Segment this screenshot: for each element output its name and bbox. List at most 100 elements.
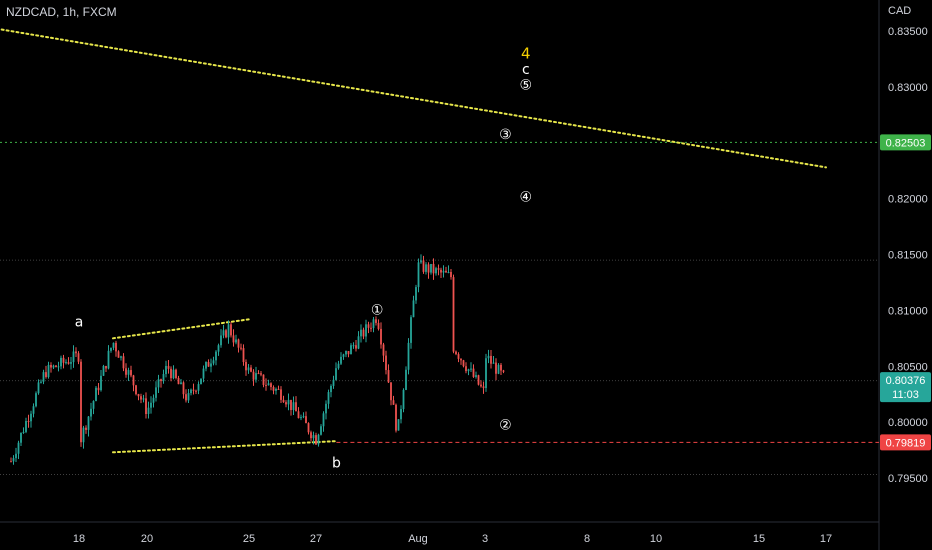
candle-body xyxy=(262,374,265,385)
candle-body xyxy=(162,374,165,382)
candle-body xyxy=(180,382,182,385)
candle-body xyxy=(82,427,85,443)
candle-body xyxy=(362,329,365,337)
candle-body xyxy=(402,389,405,410)
candle-body xyxy=(332,379,335,386)
candle-body xyxy=(285,402,287,405)
candle-body xyxy=(430,263,432,273)
x-tick-label: Aug xyxy=(408,533,428,545)
y-tick-label: 0.80000 xyxy=(888,417,928,429)
candle-body xyxy=(265,384,267,386)
candle-body xyxy=(160,379,162,382)
candle-body xyxy=(295,402,297,412)
candle-body xyxy=(490,355,492,364)
candle-body xyxy=(375,319,377,323)
candle-body xyxy=(247,367,250,371)
candle-body xyxy=(387,370,390,383)
candle-body xyxy=(267,383,270,386)
y-tick-label: 0.81500 xyxy=(888,250,928,262)
candle-body xyxy=(57,366,60,368)
candle-body xyxy=(307,423,310,433)
candle-body xyxy=(115,342,117,352)
candle-body xyxy=(102,365,105,376)
x-tick-label: 8 xyxy=(584,533,590,545)
candle-body xyxy=(335,368,337,380)
candle-body xyxy=(227,324,230,338)
candle-body xyxy=(20,432,22,443)
candle-body xyxy=(492,362,495,364)
symbol-title[interactable]: NZDCAD, 1h, FXCM xyxy=(6,5,117,19)
trendline-triangle-lower xyxy=(112,440,338,454)
price-badge-countdown: 11:03 xyxy=(892,389,919,401)
candle-body xyxy=(400,409,402,420)
candle-body xyxy=(140,396,142,400)
candle-body xyxy=(172,369,175,379)
candle-body xyxy=(405,369,407,390)
candle-body xyxy=(55,365,57,368)
x-tick-label: 3 xyxy=(482,533,488,545)
currency-label: CAD xyxy=(888,5,912,17)
candle-body xyxy=(410,317,412,343)
candle-body xyxy=(100,375,102,391)
candle-body xyxy=(275,388,277,391)
candle-body xyxy=(337,363,340,369)
candle-body xyxy=(467,369,470,372)
x-tick-label: 20 xyxy=(141,533,153,545)
candle-body xyxy=(87,416,90,430)
candle-body xyxy=(435,268,437,274)
candle-body xyxy=(155,387,157,398)
candle-body xyxy=(417,262,420,288)
candle-body xyxy=(270,383,272,388)
candle-body xyxy=(260,373,262,375)
candle-body xyxy=(97,387,100,391)
wave-label: ② xyxy=(499,417,512,433)
candle-body xyxy=(22,431,25,433)
candle-body xyxy=(145,398,147,415)
candle-body xyxy=(447,271,450,273)
y-tick-label: 0.83000 xyxy=(888,82,928,94)
candle-body xyxy=(130,370,132,376)
price-badge-1 xyxy=(880,372,931,403)
candle-body xyxy=(455,351,457,355)
candle-body xyxy=(112,342,115,348)
candle-body xyxy=(177,378,180,385)
price-badge-0 xyxy=(880,134,931,151)
candle-body xyxy=(157,379,160,388)
candle-body xyxy=(350,345,352,355)
candle-body xyxy=(152,397,155,403)
wave-label: ④ xyxy=(520,189,533,205)
candle-body xyxy=(465,366,467,372)
candle-body xyxy=(450,271,452,278)
candle-body xyxy=(92,401,95,409)
candle-body xyxy=(15,453,17,459)
candle-body xyxy=(205,362,207,369)
candle-body xyxy=(292,402,295,410)
candle-body xyxy=(357,336,360,349)
candle-body xyxy=(52,365,55,368)
candle-body xyxy=(10,461,12,463)
candle-body xyxy=(347,350,350,355)
candle-body xyxy=(310,432,312,439)
candle-body xyxy=(457,354,460,359)
candle-body xyxy=(70,362,72,364)
candle-body xyxy=(195,390,197,392)
wave-label: a xyxy=(75,315,84,331)
candle-body xyxy=(460,358,462,361)
candle-body xyxy=(440,269,442,273)
candle-body xyxy=(252,371,255,380)
candle-body xyxy=(382,344,385,356)
candle-body xyxy=(255,373,257,380)
candle-body xyxy=(340,356,342,364)
y-tick-label: 0.82000 xyxy=(888,194,928,206)
candle-body xyxy=(385,355,387,371)
candle-body xyxy=(257,373,260,375)
candle-body xyxy=(277,388,280,390)
x-tick-label: 10 xyxy=(650,533,662,545)
x-tick-label: 25 xyxy=(243,533,255,545)
candle-body xyxy=(392,400,395,405)
candle-body xyxy=(95,387,97,402)
candle-body xyxy=(302,416,305,418)
candle-body xyxy=(65,362,67,364)
